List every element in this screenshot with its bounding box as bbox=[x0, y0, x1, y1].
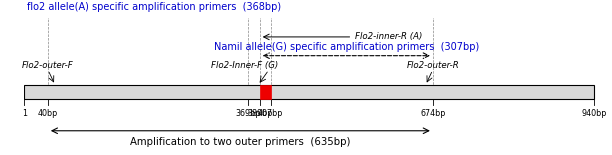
Text: 674bp: 674bp bbox=[420, 109, 446, 118]
Text: 1: 1 bbox=[22, 109, 27, 118]
Text: flo2 allele(A) specific amplification primers  (368bp): flo2 allele(A) specific amplification pr… bbox=[27, 2, 281, 12]
Text: 369bp: 369bp bbox=[235, 109, 260, 118]
Text: 40bp: 40bp bbox=[38, 109, 58, 118]
Bar bbox=[24, 85, 594, 99]
Text: Flo2-outer-F: Flo2-outer-F bbox=[22, 61, 74, 70]
Text: Namil allele(G) specific amplification primers  (307bp): Namil allele(G) specific amplification p… bbox=[214, 42, 479, 52]
Text: 407bp: 407bp bbox=[258, 109, 283, 118]
Text: Amplification to two outer primers  (635bp): Amplification to two outer primers (635b… bbox=[130, 137, 351, 147]
Bar bbox=[259, 85, 271, 99]
Text: Flo2-inner-R (A): Flo2-inner-R (A) bbox=[355, 32, 422, 41]
Text: 940bp: 940bp bbox=[581, 109, 607, 118]
Text: 389bp: 389bp bbox=[247, 109, 272, 118]
Text: Flo2-Inner-F (G): Flo2-Inner-F (G) bbox=[211, 61, 278, 70]
Text: Flo2-outer-R: Flo2-outer-R bbox=[406, 61, 459, 70]
